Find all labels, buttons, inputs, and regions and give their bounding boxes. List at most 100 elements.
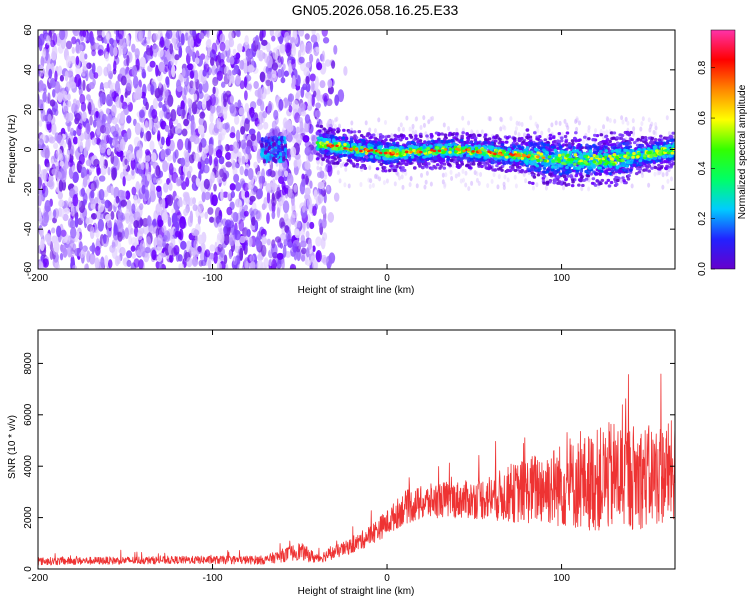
heatmap-cell [223,254,228,265]
heatmap-cell [54,108,59,116]
heatmap-cell [307,238,312,251]
heatmap-cell [464,170,468,176]
heatmap-cell [155,165,161,177]
heatmap-cell [165,148,171,156]
heatmap-cell [51,235,58,244]
heatmap-cell [415,116,419,122]
heatmap-cell [65,40,73,50]
heatmap-cell [574,119,578,125]
heatmap-cell [604,135,608,139]
heatmap-cell [543,138,548,142]
heatmap-cell [553,139,557,143]
heatmap-cell [424,179,428,185]
heatmap-cell [85,217,90,225]
heatmap-cell [260,142,264,148]
heatmap-cell [468,133,472,138]
heatmap-cell [408,182,412,188]
heatmap-cell [247,168,254,181]
heatmap-cell [109,84,114,91]
heatmap-cell [651,141,656,145]
heatmap-cell [89,35,95,46]
heatmap-cell [560,136,564,140]
heatmap-cell [75,55,80,66]
heatmap-cell [229,95,234,104]
heatmap-cell [224,219,232,228]
heatmap-cell [234,181,242,192]
heatmap-cell [442,166,447,170]
heatmap-cell [100,124,107,134]
heatmap-cell [198,32,205,40]
heatmap-cell [126,54,130,67]
heatmap-cell [233,173,240,183]
heatmap-cell [124,227,129,240]
heatmap-cell [113,46,118,57]
heatmap-cell [527,180,532,185]
heatmap-cell [500,117,504,123]
heatmap-cell [56,225,62,238]
heatmap-cell [616,178,620,183]
heatmap-cell [378,137,383,141]
heatmap-cell [284,42,291,54]
heatmap-cell [544,185,548,191]
heatmap-cell [104,255,109,268]
heatmap-cell [467,186,471,192]
heatmap-cell [510,166,515,170]
heatmap-cell [209,104,216,114]
heatmap-cell [180,171,185,181]
heatmap-cell [551,135,556,140]
heatmap-cell [314,76,319,90]
heatmap-cell [189,36,194,50]
heatmap-cell [219,168,225,178]
heatmap-cell [365,156,370,160]
heatmap-cell [514,183,518,189]
heatmap-cell [249,261,256,269]
heatmap-cell [244,168,249,177]
heatmap-cell [120,190,127,199]
heatmap-cell [364,120,368,126]
heatmap-cell [664,166,668,170]
heatmap-cell [368,127,372,133]
heatmap-cell [239,80,245,90]
heatmap-cell [283,212,289,222]
heatmap-cell [192,197,197,205]
heatmap-cell [425,165,429,169]
heatmap-cell [401,166,405,170]
heatmap-cell [224,122,231,133]
heatmap-cell [204,191,211,201]
heatmap-cell [203,93,210,102]
heatmap-cell [223,98,227,107]
heatmap-cell [304,33,310,40]
heatmap-cell [283,136,287,141]
heatmap-cell [266,238,271,246]
heatmap-cell [231,69,237,76]
heatmap-cell [120,199,128,207]
heatmap-cell [219,33,226,44]
heatmap-cell [205,39,211,48]
heatmap-cell [557,131,562,136]
heatmap-cell [126,149,133,162]
heatmap-cell [478,133,482,137]
heatmap-cell [247,181,254,190]
heatmap-cell [228,31,234,41]
heatmap-cell [461,115,465,121]
heatmap-cell [271,196,277,207]
heatmap-cell [72,171,79,184]
heatmap-cell [449,169,453,175]
heatmap-cell [650,166,654,170]
heatmap-cell [185,240,192,252]
heatmap-cell [173,244,180,255]
heatmap-cell [204,157,210,165]
heatmap-cell [192,80,196,94]
heatmap-cell [447,126,451,132]
heatmap-cell [384,138,388,142]
heatmap-cell [238,219,245,232]
heatmap-cell [40,55,45,68]
heatmap-cell [252,67,259,74]
heatmap-cell [272,142,277,147]
heatmap-cell [225,152,232,161]
heatmap-cell [324,167,328,173]
heatmap-cell [401,184,405,190]
heatmap-cell [68,158,74,168]
heatmap-cell [574,131,578,135]
spectrogram-heatmap [38,30,675,269]
